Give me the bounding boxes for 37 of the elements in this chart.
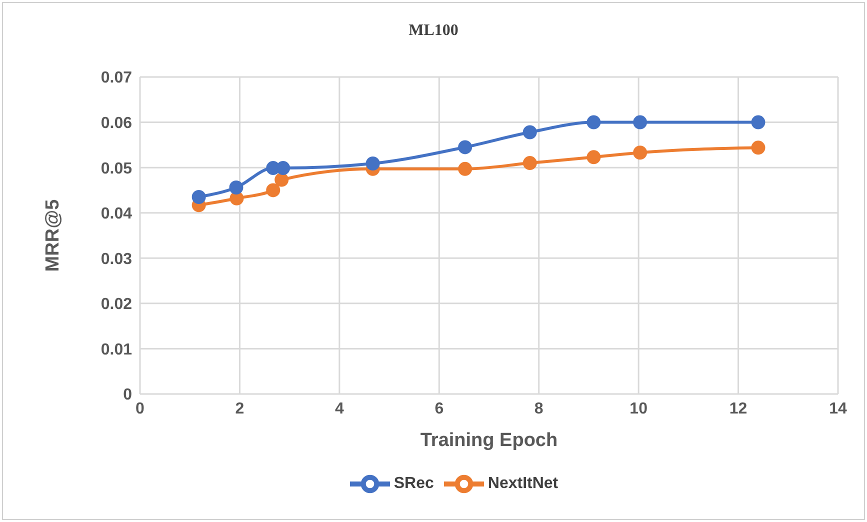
y-axis-title: MRR@5: [42, 198, 64, 272]
x-tick-label: 14: [829, 400, 847, 418]
x-tick-label: 4: [334, 400, 344, 418]
point: [586, 150, 601, 164]
point: [633, 115, 648, 130]
y-tick-label: 0: [123, 386, 132, 404]
point: [266, 183, 280, 198]
x-axis-title: Training Epoch: [420, 430, 558, 451]
point: [633, 146, 648, 160]
x-tick-label: 8: [534, 400, 544, 418]
y-tick-label: 0.01: [100, 341, 132, 358]
point: [229, 180, 244, 194]
point: [586, 115, 601, 130]
y-tick-label: 0.06: [100, 114, 132, 132]
x-tick-label: 2: [235, 400, 244, 418]
legend-label: SRec: [394, 475, 434, 492]
point: [458, 162, 472, 176]
x-tick-label: 0: [136, 400, 145, 418]
point: [192, 190, 206, 204]
y-tick-label: 0.07: [100, 70, 132, 87]
point: [276, 161, 290, 176]
y-tick-label: 0.04: [100, 206, 132, 223]
legend-label: NextItNet: [488, 475, 558, 492]
point: [366, 156, 380, 170]
point: [458, 140, 472, 154]
y-tick-label: 0.05: [100, 160, 132, 178]
point: [751, 140, 766, 155]
x-tick-label: 6: [434, 400, 444, 418]
point: [522, 125, 537, 140]
point: [522, 156, 537, 170]
x-tick-label: 10: [630, 400, 648, 418]
x-tick-label: 12: [729, 400, 748, 418]
chart-title: ML100: [408, 22, 460, 40]
y-tick-label: 0.02: [100, 296, 132, 314]
y-tick-label: 0.03: [100, 250, 132, 268]
point: [274, 172, 289, 187]
point: [751, 115, 766, 130]
